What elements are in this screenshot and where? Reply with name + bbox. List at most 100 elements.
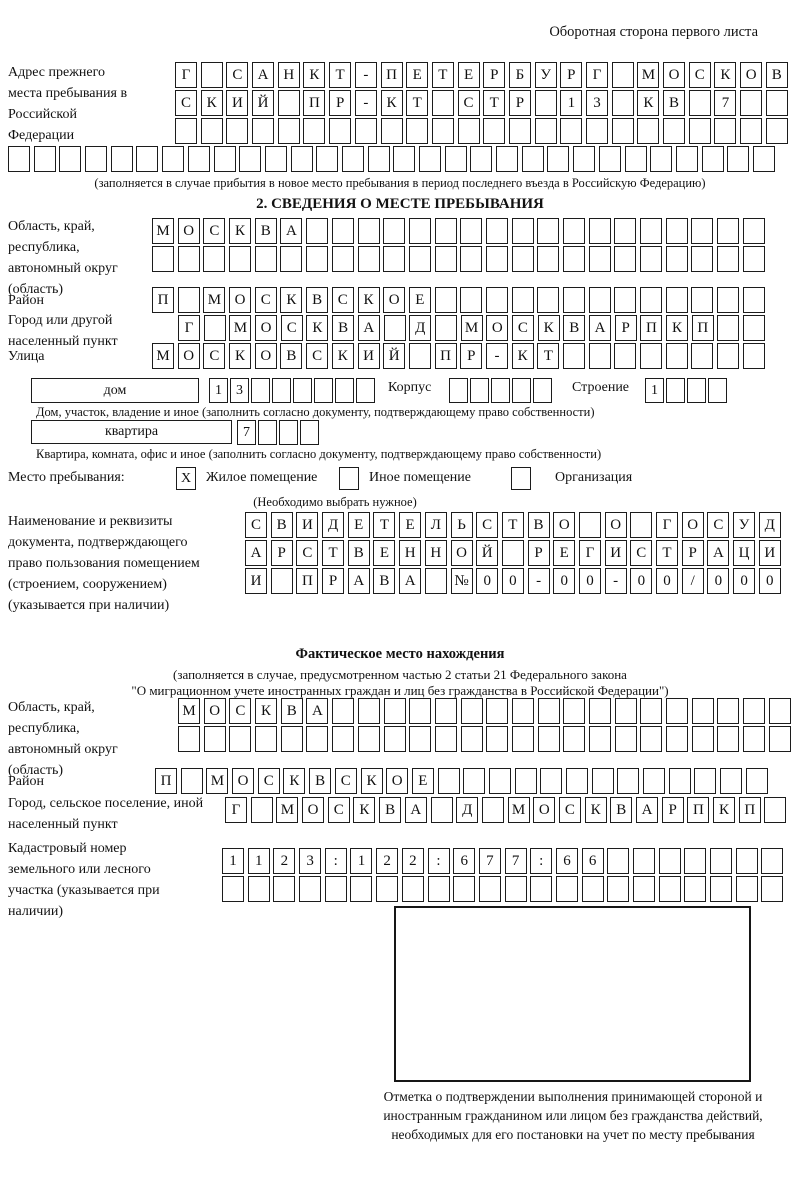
- char-box[interactable]: [406, 118, 429, 144]
- char-box[interactable]: [684, 876, 707, 902]
- char-box[interactable]: 0: [553, 568, 576, 594]
- char-box[interactable]: М: [152, 343, 174, 369]
- char-box[interactable]: Г: [178, 315, 200, 341]
- char-box[interactable]: 0: [733, 568, 756, 594]
- char-box[interactable]: А: [707, 540, 730, 566]
- char-box[interactable]: -: [354, 90, 377, 116]
- char-box[interactable]: И: [357, 343, 380, 369]
- char-box[interactable]: В: [332, 315, 355, 341]
- char-box[interactable]: 3: [586, 90, 608, 116]
- char-box[interactable]: С: [331, 287, 354, 313]
- char-box[interactable]: [332, 698, 355, 724]
- char-box[interactable]: А: [399, 568, 422, 594]
- char-box[interactable]: К: [306, 315, 329, 341]
- char-box[interactable]: [588, 343, 611, 369]
- char-box[interactable]: Е: [553, 540, 576, 566]
- char-box[interactable]: В: [765, 62, 788, 88]
- char-box[interactable]: К: [714, 62, 737, 88]
- char-box[interactable]: [717, 315, 740, 341]
- char-box[interactable]: С: [257, 768, 280, 794]
- actual-region-grid-row-2[interactable]: [178, 726, 791, 752]
- char-box[interactable]: О: [203, 698, 226, 724]
- char-box[interactable]: О: [663, 62, 686, 88]
- char-box[interactable]: [59, 146, 82, 172]
- char-box[interactable]: М: [637, 62, 660, 88]
- stay-residential-checkbox[interactable]: X: [176, 467, 196, 490]
- char-box[interactable]: [350, 876, 373, 902]
- char-box[interactable]: [341, 146, 364, 172]
- char-box[interactable]: 1: [560, 90, 583, 116]
- char-box[interactable]: М: [178, 698, 200, 724]
- char-box[interactable]: И: [604, 540, 627, 566]
- char-box[interactable]: [488, 768, 511, 794]
- char-box[interactable]: [684, 848, 707, 874]
- char-box[interactable]: С: [334, 768, 357, 794]
- char-box[interactable]: 0: [707, 568, 730, 594]
- char-box[interactable]: Р: [681, 540, 704, 566]
- char-box[interactable]: [264, 146, 287, 172]
- char-box[interactable]: [743, 726, 766, 752]
- char-box[interactable]: С: [476, 512, 499, 538]
- char-box[interactable]: М: [206, 768, 229, 794]
- char-box[interactable]: [566, 768, 588, 794]
- char-box[interactable]: А: [404, 797, 427, 823]
- char-box[interactable]: В: [280, 698, 303, 724]
- char-box[interactable]: [573, 146, 596, 172]
- char-box[interactable]: К: [357, 287, 380, 313]
- char-box[interactable]: [666, 726, 689, 752]
- char-box[interactable]: [640, 246, 663, 272]
- char-box[interactable]: С: [707, 512, 730, 538]
- char-box[interactable]: В: [254, 218, 277, 244]
- char-box[interactable]: Е: [399, 512, 422, 538]
- char-box[interactable]: [743, 315, 766, 341]
- char-box[interactable]: Н: [277, 62, 300, 88]
- char-box[interactable]: В: [527, 512, 550, 538]
- char-box[interactable]: 0: [578, 568, 601, 594]
- char-box[interactable]: [501, 540, 524, 566]
- char-box[interactable]: Г: [586, 62, 608, 88]
- char-box[interactable]: [277, 90, 300, 116]
- char-box[interactable]: 1: [209, 378, 228, 403]
- char-box[interactable]: С: [558, 797, 581, 823]
- char-box[interactable]: [463, 768, 486, 794]
- char-box[interactable]: -: [485, 343, 508, 369]
- char-box[interactable]: [180, 768, 203, 794]
- char-box[interactable]: [611, 90, 634, 116]
- char-box[interactable]: [691, 343, 714, 369]
- char-box[interactable]: [691, 698, 714, 724]
- char-box[interactable]: [666, 698, 689, 724]
- char-box[interactable]: [563, 343, 585, 369]
- char-box[interactable]: :: [324, 848, 347, 874]
- char-box[interactable]: [335, 378, 354, 403]
- char-box[interactable]: [486, 726, 509, 752]
- char-box[interactable]: И: [226, 90, 249, 116]
- char-box[interactable]: [714, 118, 737, 144]
- char-box[interactable]: [434, 218, 457, 244]
- char-box[interactable]: [293, 378, 312, 403]
- char-box[interactable]: С: [630, 540, 653, 566]
- char-box[interactable]: К: [229, 343, 252, 369]
- char-box[interactable]: [614, 698, 637, 724]
- char-box[interactable]: [633, 848, 655, 874]
- char-box[interactable]: К: [637, 90, 660, 116]
- char-box[interactable]: Г: [175, 62, 197, 88]
- char-box[interactable]: [177, 287, 200, 313]
- char-box[interactable]: В: [373, 568, 396, 594]
- char-box[interactable]: [665, 246, 688, 272]
- char-box[interactable]: [306, 218, 329, 244]
- char-box[interactable]: Р: [329, 90, 352, 116]
- char-box[interactable]: 0: [501, 568, 524, 594]
- char-box[interactable]: [152, 246, 174, 272]
- char-box[interactable]: В: [379, 797, 402, 823]
- char-box[interactable]: Р: [270, 540, 293, 566]
- char-box[interactable]: [254, 246, 277, 272]
- char-box[interactable]: [588, 246, 611, 272]
- char-box[interactable]: [555, 876, 578, 902]
- char-box[interactable]: Т: [406, 90, 429, 116]
- char-box[interactable]: Т: [537, 343, 560, 369]
- char-box[interactable]: [743, 698, 766, 724]
- stay-organization-checkbox[interactable]: [511, 467, 531, 490]
- char-box[interactable]: [633, 876, 655, 902]
- char-box[interactable]: О: [681, 512, 704, 538]
